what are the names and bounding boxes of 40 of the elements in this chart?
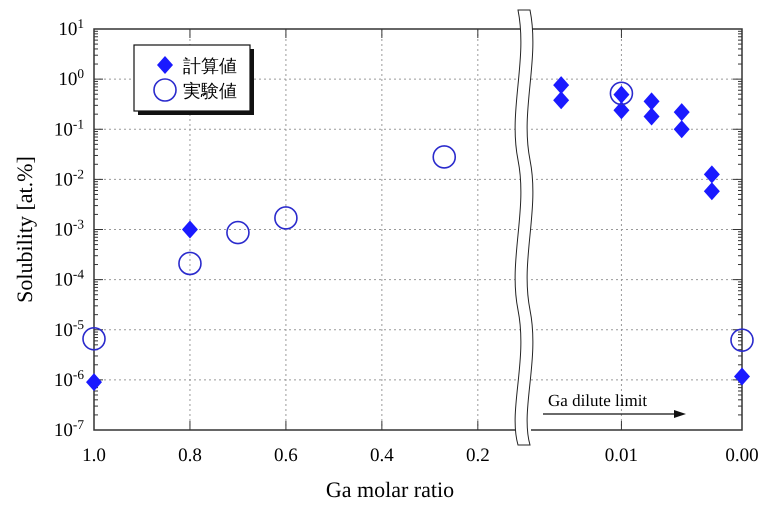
point (734, 367, 750, 386)
x-tick-label: 0.6 (274, 445, 298, 466)
y-tick-label: 10$^{-6}$ (54, 366, 84, 391)
x-axis-title: Ga molar ratio (326, 477, 454, 502)
point (82, 326, 106, 351)
y-tick-label: 10$^{1}$ (58, 16, 84, 40)
annotation: Ga dilute limit (548, 391, 648, 410)
point (432, 145, 456, 169)
point (613, 101, 630, 120)
y-axis-title: Solubility [at.%] (12, 156, 37, 303)
point (644, 92, 660, 110)
x-tick-label: 0.00 (725, 445, 759, 466)
point (730, 328, 754, 352)
y-tick-label: 10$^{0}$ (58, 66, 84, 90)
point (704, 165, 720, 184)
x-tick-label: 0.2 (466, 445, 490, 466)
point (704, 182, 720, 200)
point (274, 206, 298, 230)
legend-label: 計算値 (183, 56, 237, 77)
point (182, 220, 198, 238)
point (226, 220, 250, 244)
y-tick-label: 10$^{-2}$ (54, 166, 84, 190)
y-tick-label: 10$^{-1}$ (54, 116, 84, 140)
point (674, 120, 690, 138)
y-tick-label: 10$^{-5}$ (54, 316, 84, 341)
y-tick-label: 10$^{-3}$ (54, 216, 84, 240)
x-tick-label: 1.0 (82, 445, 106, 466)
x-tick-label: 0.8 (178, 445, 202, 466)
point (553, 91, 570, 110)
point (553, 76, 570, 94)
point (610, 82, 634, 106)
x-tick-label: 0.01 (604, 445, 638, 466)
y-tick-label: 10$^{-7}$ (54, 416, 84, 441)
legend-label: 実験値 (183, 81, 237, 102)
point (644, 107, 660, 126)
point (86, 373, 102, 392)
y-tick-label: 10$^{-4}$ (54, 266, 84, 291)
point (674, 103, 690, 122)
point (178, 252, 202, 276)
x-tick-label: 0.4 (370, 445, 394, 466)
